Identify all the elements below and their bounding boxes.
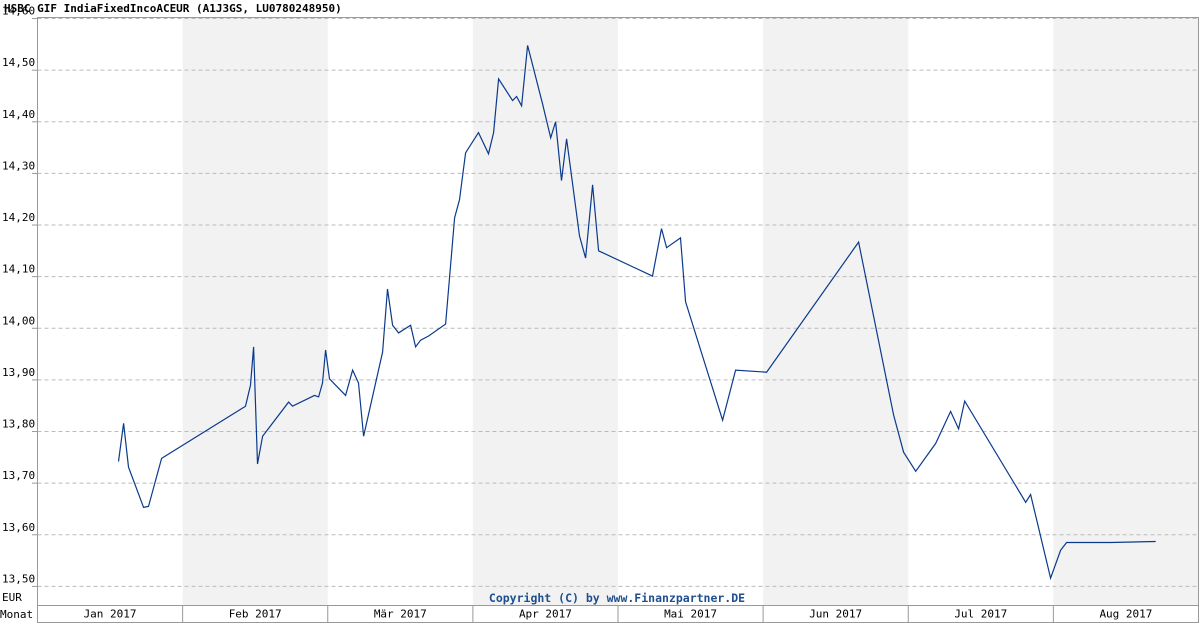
x-axis-label: Monat xyxy=(0,608,33,621)
copyright: Copyright (C) by www.Finanzpartner.DE xyxy=(489,591,745,605)
x-tick-label: Jan 2017 xyxy=(84,608,137,621)
price-line xyxy=(117,45,1156,581)
y-tick-label: 14,50 xyxy=(2,56,35,69)
y-tick-label: 13,50 xyxy=(2,572,35,585)
x-axis-strip xyxy=(37,605,1199,623)
y-tick-label: 14,40 xyxy=(2,108,35,121)
month-band xyxy=(472,17,618,606)
month-band xyxy=(763,17,909,606)
x-tick-label: Aug 2017 xyxy=(1099,608,1152,621)
chart-title: HSBC GIF IndiaFixedIncoACEUR (A1J3GS, LU… xyxy=(4,2,342,15)
x-tick-label: Apr 2017 xyxy=(519,608,572,621)
y-tick-label: 13,80 xyxy=(2,418,35,431)
x-tick-label: Jun 2017 xyxy=(809,608,862,621)
y-tick-label: 14,00 xyxy=(2,314,35,327)
y-tick-label: 14,30 xyxy=(2,159,35,172)
x-tick-label: Mai 2017 xyxy=(664,608,717,621)
x-tick-label: Jul 2017 xyxy=(954,608,1007,621)
y-unit-label: EUR xyxy=(2,591,22,604)
y-tick-label: 14,10 xyxy=(2,263,35,276)
y-tick-label: 13,90 xyxy=(2,366,35,379)
x-tick-label: Feb 2017 xyxy=(229,608,282,621)
y-tick-label: 14,20 xyxy=(2,211,35,224)
y-tick-label: 14,60 xyxy=(2,5,35,18)
month-band xyxy=(1053,17,1199,606)
y-tick-label: 13,70 xyxy=(2,469,35,482)
y-tick-label: 13,60 xyxy=(2,521,35,534)
month-band xyxy=(182,17,328,606)
x-tick-label: Mär 2017 xyxy=(374,608,427,621)
